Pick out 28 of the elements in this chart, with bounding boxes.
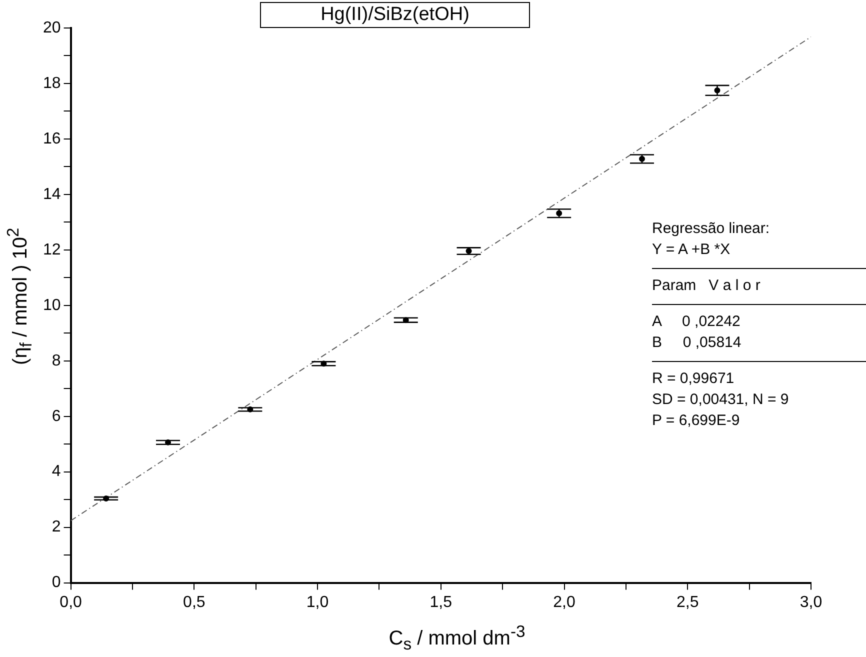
y-tick-label: 16: [43, 130, 61, 148]
y-tick-label: 2: [52, 518, 61, 536]
y-tick-label: 8: [52, 352, 61, 370]
x-tick-label: 2,0: [553, 594, 576, 611]
annotation: Param V a l o r: [652, 268, 866, 296]
y-tick-label: 12: [43, 241, 61, 258]
annotation: Regressão linear:: [652, 219, 771, 239]
y-tick-label: 4: [52, 463, 61, 480]
y-tick-label: 20: [43, 19, 61, 36]
x-tick-label: 1,0: [306, 594, 329, 611]
x-tick-label: 1,5: [430, 594, 452, 611]
annotation: R = 0,99671: [652, 361, 866, 389]
x-tick-label: 0,0: [60, 594, 82, 611]
x-tick-label: 3,0: [800, 594, 822, 611]
y-tick-label: 0: [52, 574, 61, 592]
annotation: B 0 ,05814: [652, 333, 742, 353]
y-tick-label: 10: [43, 296, 61, 314]
annotation: SD = 0,00431, N = 9: [652, 390, 790, 410]
annotation: A 0 ,02242: [652, 304, 866, 332]
x-axis-title: C$_{s}$ / mmol dm$^{-3}$: [388, 622, 526, 655]
y-tick-label: 6: [52, 408, 61, 425]
x-tick-label: 2,5: [676, 594, 699, 611]
annotation: Y = A +B *X: [652, 240, 732, 260]
x-tick-label: 0,5: [183, 594, 206, 611]
annotation: P = 6,699E-9: [652, 411, 741, 431]
chart-title: Hg(II)/SiBz(etOH): [260, 2, 530, 28]
y-tick-label: 18: [43, 74, 61, 92]
y-tick-label: 14: [43, 186, 61, 203]
